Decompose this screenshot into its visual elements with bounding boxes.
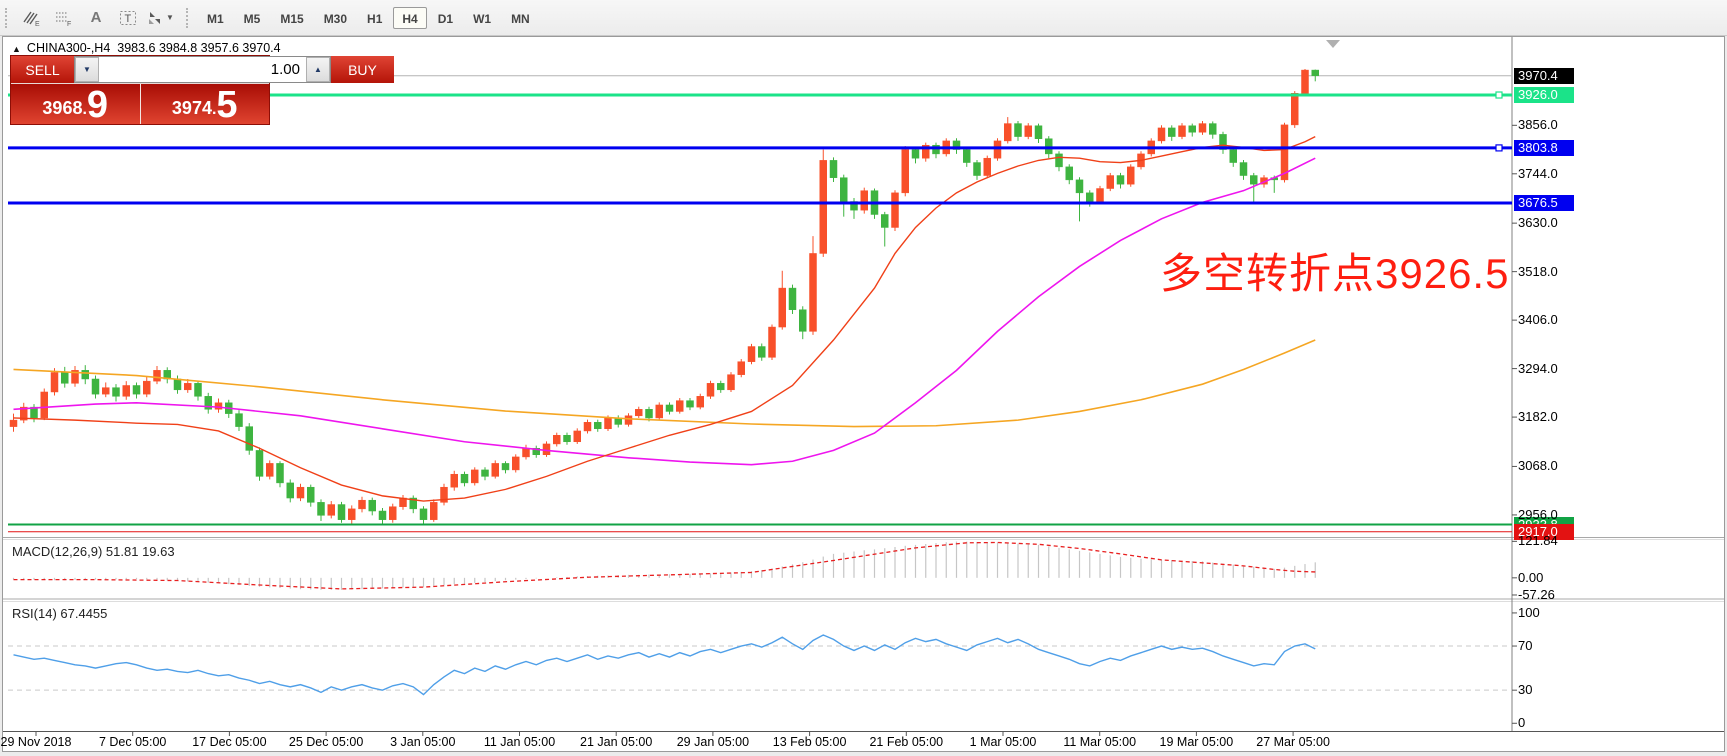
- one-click-trade-panel: SELL ▼ ▲ BUY 3968.9 3974.5: [10, 55, 394, 126]
- svg-text:F: F: [67, 21, 71, 27]
- rsi-axis-tick: 30: [1518, 682, 1533, 698]
- price-axis-tick: 3406.0: [1518, 312, 1558, 328]
- price-axis-tick: 3856.0: [1518, 117, 1558, 133]
- sell-price-dot: .: [82, 101, 87, 118]
- timeframe-button-m1[interactable]: M1: [198, 7, 233, 29]
- timeframe-button-mn[interactable]: MN: [502, 7, 539, 29]
- timeframe-bar: M1 M5 M15 M30 H1 H4 D1 W1 MN: [197, 6, 540, 29]
- timeframe-button-w1[interactable]: W1: [464, 7, 500, 29]
- price-line-badge: 2917.0: [1514, 523, 1574, 540]
- time-axis-label: 27 Mar 05:00: [1256, 735, 1330, 749]
- symbol-ohlc: 3983.6 3984.8 3957.6 3970.4: [117, 41, 281, 55]
- sell-button[interactable]: SELL: [11, 56, 74, 83]
- buy-price-button[interactable]: 3974. 5: [140, 84, 269, 126]
- timeframe-button-m15[interactable]: M15: [271, 7, 312, 29]
- textbox-t-icon[interactable]: T: [113, 4, 143, 32]
- price-axis-tick: 3068.0: [1518, 458, 1558, 474]
- buy-price-main: 3974: [171, 98, 212, 118]
- time-axis-label: 17 Dec 05:00: [192, 735, 267, 749]
- time-axis-label: 19 Mar 05:00: [1159, 735, 1234, 749]
- buy-price-dot: .: [211, 101, 217, 118]
- toolbar: E F A T ▼ M1 M5 M15 M30 H1 H4 D1 W1 MN: [0, 0, 1727, 36]
- chart-pattern-e-icon[interactable]: E: [17, 4, 47, 32]
- macd-label: MACD(12,26,9) 51.81 19.63: [12, 544, 175, 559]
- text-a-icon[interactable]: A: [90, 9, 102, 26]
- timeframe-button-m5[interactable]: M5: [235, 7, 270, 29]
- toolbar-grip: [5, 7, 11, 28]
- timeframe-button-h1[interactable]: H1: [358, 7, 391, 29]
- buy-price-big: 5: [216, 84, 238, 126]
- time-axis-label: 3 Jan 05:00: [390, 735, 456, 749]
- macd-axis-tick: -57.26: [1518, 586, 1555, 602]
- time-axis-label: 29 Nov 2018: [0, 735, 72, 749]
- rsi-axis-tick: 0: [1518, 715, 1526, 731]
- volume-box: ▼ ▲: [74, 56, 331, 83]
- time-axis-label: 7 Dec 05:00: [98, 735, 167, 749]
- rsi-axis-tick: 70: [1518, 638, 1533, 654]
- buy-button[interactable]: BUY: [331, 56, 394, 83]
- price-axis-tick: 3744.0: [1518, 165, 1558, 181]
- time-axis-label: 21 Jan 05:00: [580, 735, 653, 749]
- price-axis-tick: 3294.0: [1518, 360, 1558, 376]
- time-axis-label: 11 Mar 05:00: [1063, 735, 1137, 749]
- chevron-down-icon: ▼: [166, 13, 174, 22]
- chart-annotation-text: 多空转折点3926.5: [1160, 250, 1510, 297]
- sell-price-button[interactable]: 3968. 9: [11, 84, 141, 124]
- price-line-badge: 3803.8: [1514, 139, 1574, 156]
- volume-decrease-button[interactable]: ▼: [75, 57, 99, 82]
- price-axis-tick: 3630.0: [1518, 215, 1558, 231]
- volume-input[interactable]: [99, 57, 306, 82]
- sell-price-big: 9: [86, 84, 109, 126]
- time-axis-label: 21 Feb 05:00: [869, 735, 944, 749]
- time-axis-label: 29 Jan 05:00: [676, 735, 750, 749]
- svg-text:T: T: [125, 13, 132, 25]
- time-axis-label: 13 Feb 05:00: [772, 735, 847, 749]
- grid-f-icon[interactable]: F: [49, 4, 79, 32]
- macd-axis-tick: 0.00: [1518, 569, 1544, 585]
- volume-increase-button[interactable]: ▲: [306, 57, 330, 82]
- price-line-badge: 3926.0: [1514, 87, 1574, 103]
- price-line-badge: 3970.4: [1514, 67, 1574, 84]
- rsi-axis-tick: 100: [1518, 604, 1540, 620]
- timeframe-button-d1[interactable]: D1: [429, 7, 462, 29]
- price-line-badge: 3676.5: [1514, 195, 1574, 212]
- timeframe-button-h4[interactable]: H4: [393, 6, 427, 29]
- rsi-label: RSI(14) 67.4455: [12, 606, 108, 621]
- svg-text:E: E: [35, 21, 40, 27]
- macd-axis-tick: 121.84: [1518, 533, 1558, 549]
- time-axis-label: 1 Mar 05:00: [969, 735, 1037, 749]
- timeframe-button-m30[interactable]: M30: [315, 7, 356, 29]
- symbol-name: CHINA300-,H4: [26, 41, 111, 55]
- toolbar-grip-2: [186, 7, 192, 28]
- price-axis-tick: 3518.0: [1518, 263, 1558, 279]
- price-axis-tick: 3182.0: [1518, 409, 1558, 425]
- sell-price-main: 3968: [42, 98, 83, 118]
- price-axis-tick: 2956.0: [1518, 506, 1558, 522]
- time-axis-label: 25 Dec 05:00: [288, 735, 364, 749]
- time-axis-label: 11 Jan 05:00: [483, 735, 556, 749]
- collapse-panel-icon[interactable]: ▲: [12, 44, 21, 54]
- arrow-style-icon[interactable]: ▼: [145, 4, 175, 32]
- symbol-title: ▲ CHINA300-,H4 3983.6 3984.8 3957.6 3970.…: [12, 41, 281, 55]
- chart-window[interactable]: [2, 36, 1725, 752]
